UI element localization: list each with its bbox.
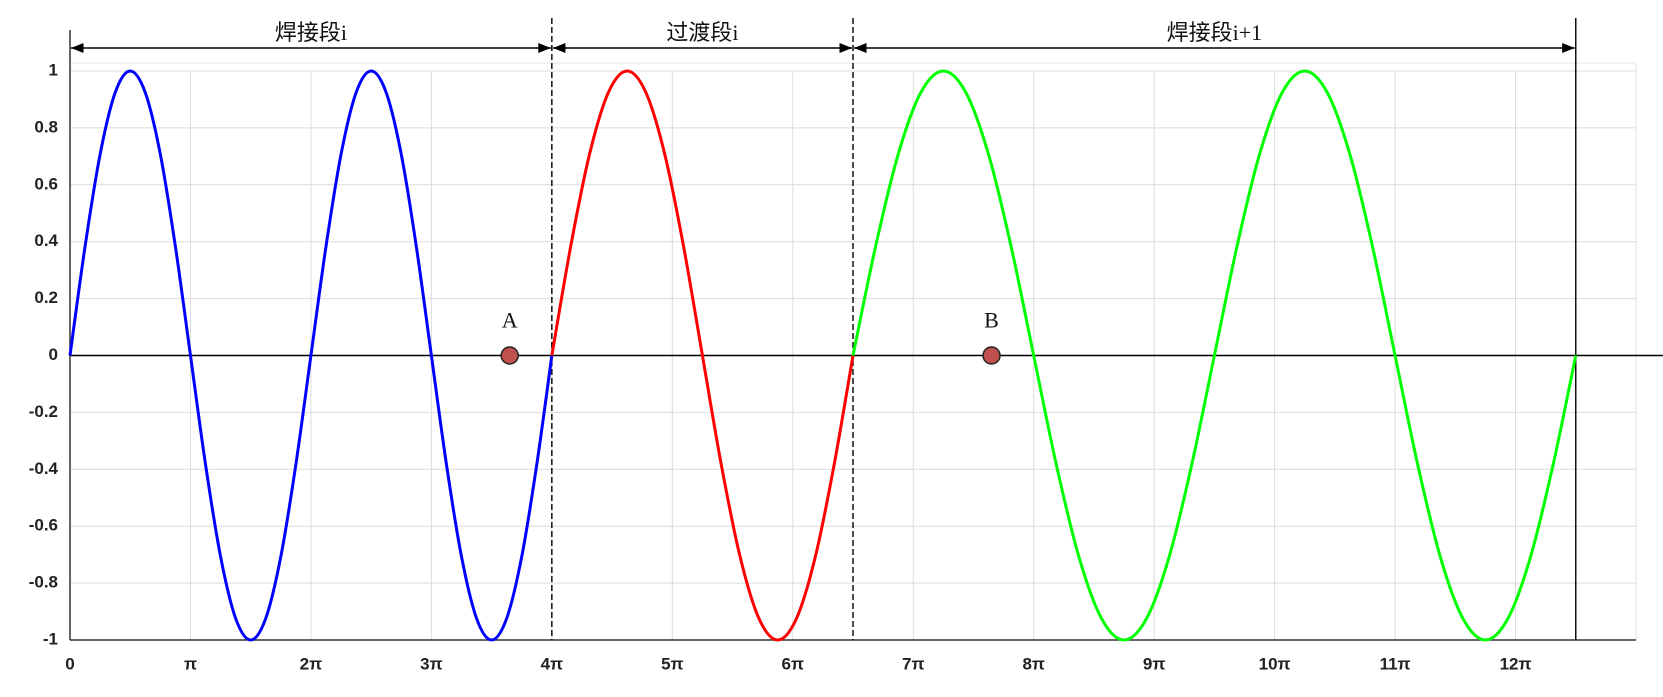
y-tick-label: -0.4	[29, 459, 59, 478]
y-tick-label: -0.8	[29, 573, 58, 592]
x-tick-label: 5π	[661, 654, 683, 673]
y-tick-label: 0.4	[34, 231, 58, 250]
y-tick-label: -0.6	[29, 516, 58, 535]
x-tick-label: 11π	[1380, 654, 1411, 673]
x-tick-label: 3π	[420, 654, 442, 673]
y-tick-label: -0.2	[29, 402, 58, 421]
y-tick-label: 1	[49, 60, 58, 79]
span-label: 过渡段i	[666, 20, 738, 45]
y-tick-label: 0.2	[34, 288, 58, 307]
y-tick-label: 0.6	[34, 174, 58, 193]
y-tick-label: -1	[43, 629, 58, 648]
y-tick-label: 0.8	[34, 117, 58, 136]
x-tick-label: 6π	[782, 654, 804, 673]
point-marker	[982, 346, 1001, 365]
y-tick-label: 0	[49, 345, 58, 364]
x-tick-label: 12π	[1500, 654, 1532, 673]
point-label: B	[984, 308, 999, 333]
x-tick-label: 8π	[1022, 654, 1044, 673]
x-tick-label: 10π	[1259, 654, 1291, 673]
series-line	[550, 69, 855, 642]
span-label: 焊接段i	[275, 20, 347, 45]
span-label: 焊接段i+1	[1167, 20, 1263, 45]
x-tick-label: 4π	[541, 654, 563, 673]
x-tick-label: π	[184, 654, 197, 673]
x-tick-label: 0	[65, 654, 74, 673]
series-line	[851, 69, 1578, 642]
point-label: A	[502, 308, 518, 333]
x-tick-label: 7π	[902, 654, 924, 673]
x-tick-label: 2π	[300, 654, 322, 673]
x-tick-label: 9π	[1143, 654, 1165, 673]
point-marker	[500, 346, 519, 365]
series-line	[68, 69, 554, 642]
